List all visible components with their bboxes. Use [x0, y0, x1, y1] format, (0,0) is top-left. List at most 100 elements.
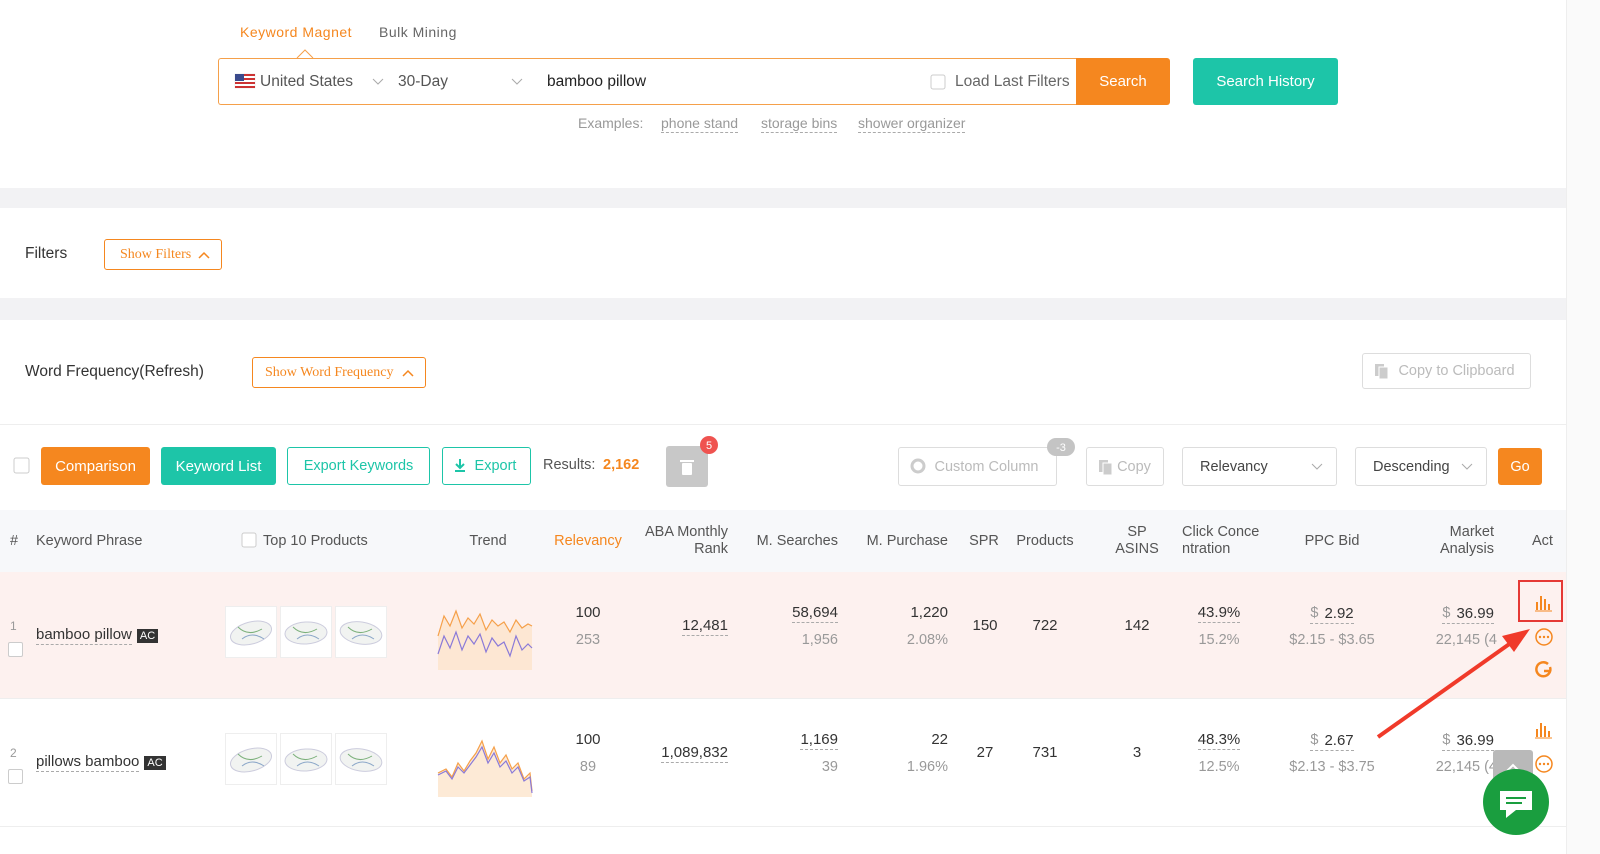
search-input[interactable]: bamboo pillow — [547, 73, 647, 90]
comparison-button[interactable]: Comparison — [41, 447, 150, 485]
copy-to-clipboard-button[interactable]: Copy to Clipboard — [1362, 353, 1531, 389]
badge — [700, 436, 718, 454]
band — [0, 188, 1566, 208]
checkbox[interactable] — [13, 457, 30, 474]
aba-rank[interactable]: 12,481 — [682, 617, 728, 636]
trend-line — [437, 609, 533, 637]
trend-sparkline — [437, 739, 533, 797]
example-link[interactable]: storage bins — [761, 115, 838, 133]
button-text: Copy to Clipboard — [1398, 363, 1515, 379]
select-text: Relevancy — [1200, 458, 1268, 475]
filters-label: Filters — [25, 245, 68, 262]
column-header: SP ASINS — [1115, 524, 1159, 557]
trend-sparkline — [437, 609, 533, 670]
product-image[interactable] — [335, 606, 387, 658]
product-image[interactable] — [280, 606, 332, 658]
market-sub: 22,145 (4 — [1435, 632, 1497, 648]
keyword-list-button[interactable]: Keyword List — [161, 447, 276, 485]
product-image[interactable] — [225, 606, 277, 658]
row-checkbox[interactable] — [8, 642, 23, 657]
export-keywords-button[interactable]: Export Keywords — [287, 447, 430, 485]
purchase: 1,220 — [910, 604, 948, 621]
aba-rank-cell: 1,089,832 — [608, 744, 728, 763]
pillow — [230, 620, 272, 646]
country-select[interactable]: United States — [260, 73, 354, 90]
relevancy-sub: 253 — [575, 632, 601, 648]
searches[interactable]: 1,169 — [800, 731, 838, 750]
purchase-sub: 1.96% — [906, 759, 948, 775]
results-count: 2,162 — [603, 457, 640, 473]
show-filters-button[interactable]: Show Filters — [104, 239, 222, 270]
chevron — [1311, 463, 1323, 470]
column-header[interactable]: Relevancy — [554, 532, 622, 549]
market-analysis-icon[interactable] — [1535, 596, 1552, 612]
period-select[interactable]: 30-Day — [398, 73, 448, 90]
chat-button[interactable] — [1483, 769, 1549, 835]
tab[interactable]: Keyword Magnet — [240, 24, 353, 40]
icon-dot — [1542, 762, 1546, 766]
more-icon[interactable] — [1535, 628, 1553, 646]
chevron — [402, 369, 414, 377]
go-button[interactable]: Go — [1498, 448, 1542, 485]
pillow — [339, 621, 383, 645]
pillow — [339, 748, 383, 772]
search-history-button[interactable]: Search History — [1193, 58, 1338, 105]
click-sub: 12.5% — [1198, 759, 1240, 775]
row-checkbox[interactable] — [8, 769, 23, 784]
export-button[interactable]: Export — [442, 447, 531, 485]
button-text: Show Word Frequency — [265, 364, 394, 380]
sort-select[interactable]: Relevancy — [1182, 447, 1337, 486]
searches[interactable]: 58,694 — [792, 604, 838, 623]
column-header: PPC Bid — [1304, 532, 1360, 549]
badge-text: 5 — [706, 440, 712, 452]
copy-icon — [1375, 364, 1389, 380]
copy-button[interactable]: Copy — [1086, 447, 1164, 486]
products: 722 — [1032, 617, 1058, 634]
ppc-value: 2.92 — [1324, 605, 1354, 622]
column-header: Click Concentration — [1182, 524, 1260, 557]
aba-rank[interactable]: 1,089,832 — [661, 744, 728, 763]
market-value: 36.99 — [1456, 605, 1494, 622]
order-select[interactable]: Descending — [1355, 447, 1487, 486]
purchase: 22 — [931, 731, 948, 748]
spr: 150 — [972, 617, 998, 634]
market-analysis-icon[interactable] — [1535, 723, 1552, 739]
example-link[interactable]: shower organizer — [858, 115, 966, 133]
load-last-filters[interactable]: Load Last Filters — [955, 73, 1070, 90]
keyword-link[interactable]: pillows bamboo — [36, 753, 140, 772]
keyword-link[interactable]: bamboo pillow — [36, 626, 132, 645]
ppc-bid[interactable]: $2.67 — [1310, 732, 1354, 751]
searches-cell: 1,169 — [718, 731, 838, 750]
column-header: Market Analysis — [1440, 524, 1494, 557]
show-word-frequency-button[interactable]: Show Word Frequency — [252, 357, 426, 388]
badge — [1047, 438, 1075, 456]
custom-column-button[interactable]: Custom Column — [898, 447, 1057, 486]
checkbox[interactable] — [930, 74, 946, 90]
tab-indicator — [296, 49, 314, 59]
market-value: 36.99 — [1456, 732, 1494, 749]
search-button[interactable]: Search — [1076, 58, 1170, 105]
example-link[interactable]: phone stand — [661, 115, 739, 133]
spr: 27 — [976, 744, 994, 761]
tab[interactable]: Bulk Mining — [379, 24, 457, 40]
download-icon — [455, 459, 465, 472]
market-price[interactable]: $36.99 — [1442, 605, 1494, 624]
ppc-bid[interactable]: $2.92 — [1310, 605, 1354, 624]
searches-sub: 1,956 — [801, 632, 838, 648]
google-icon[interactable] — [1535, 661, 1552, 678]
market-price[interactable]: $36.99 — [1442, 732, 1494, 751]
chevron — [511, 78, 523, 85]
product-image[interactable] — [280, 733, 332, 785]
band — [0, 298, 1566, 320]
click-concentration[interactable]: 43.9% — [1197, 604, 1241, 623]
more-icon[interactable] — [1535, 755, 1553, 773]
product-image[interactable] — [225, 733, 277, 785]
checkbox[interactable] — [241, 532, 257, 548]
row-index: 1 — [10, 619, 17, 633]
pillow — [284, 621, 328, 645]
chevron — [372, 78, 384, 85]
searches-sub: 39 — [821, 759, 838, 775]
product-image[interactable] — [335, 733, 387, 785]
click-concentration[interactable]: 48.3% — [1197, 731, 1241, 750]
